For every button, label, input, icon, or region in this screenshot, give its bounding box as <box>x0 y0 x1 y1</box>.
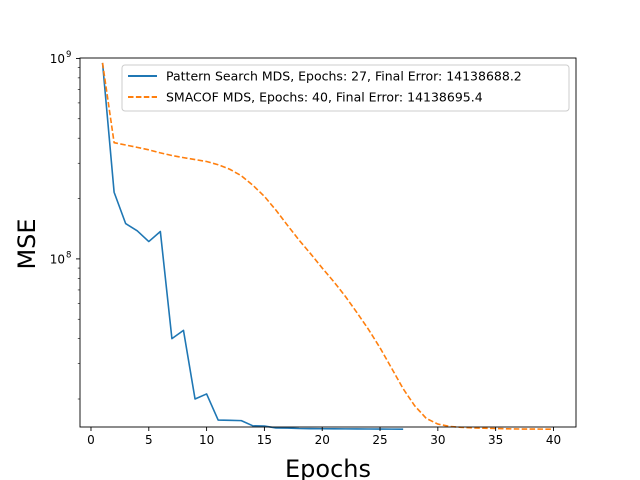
legend-label-smacof: SMACOF MDS, Epochs: 40, Final Error: 141… <box>166 90 483 105</box>
x-tick-label: 10 <box>199 433 214 447</box>
x-tick-label: 15 <box>257 433 272 447</box>
series-line-1 <box>101 62 554 430</box>
y-axis-label: MSE <box>13 218 41 269</box>
legend-frame <box>121 64 570 112</box>
x-tick-label: 40 <box>546 433 561 447</box>
series-line-0 <box>101 62 404 430</box>
series-layer <box>101 62 554 430</box>
y-tick-exponent: 9 <box>66 50 71 60</box>
x-tick-label: 25 <box>372 433 387 447</box>
x-tick-label: 35 <box>488 433 503 447</box>
plot-frame <box>79 57 577 428</box>
x-tick-label: 0 <box>87 433 95 447</box>
legend: Pattern Search MDS, Epochs: 27, Final Er… <box>121 64 570 112</box>
y-tick-exponent: 8 <box>66 250 71 260</box>
x-axis-label: Epochs <box>285 455 371 480</box>
y-tick-label: 10 <box>50 252 65 266</box>
x-tick-label: 20 <box>315 433 330 447</box>
x-tick-label: 5 <box>145 433 153 447</box>
x-axis-ticks: 0 5 10 15 20 25 30 35 40 <box>87 427 561 447</box>
x-tick-label: 30 <box>430 433 445 447</box>
legend-label-pattern-search: Pattern Search MDS, Epochs: 27, Final Er… <box>166 69 522 84</box>
y-tick-label: 10 <box>50 52 65 66</box>
